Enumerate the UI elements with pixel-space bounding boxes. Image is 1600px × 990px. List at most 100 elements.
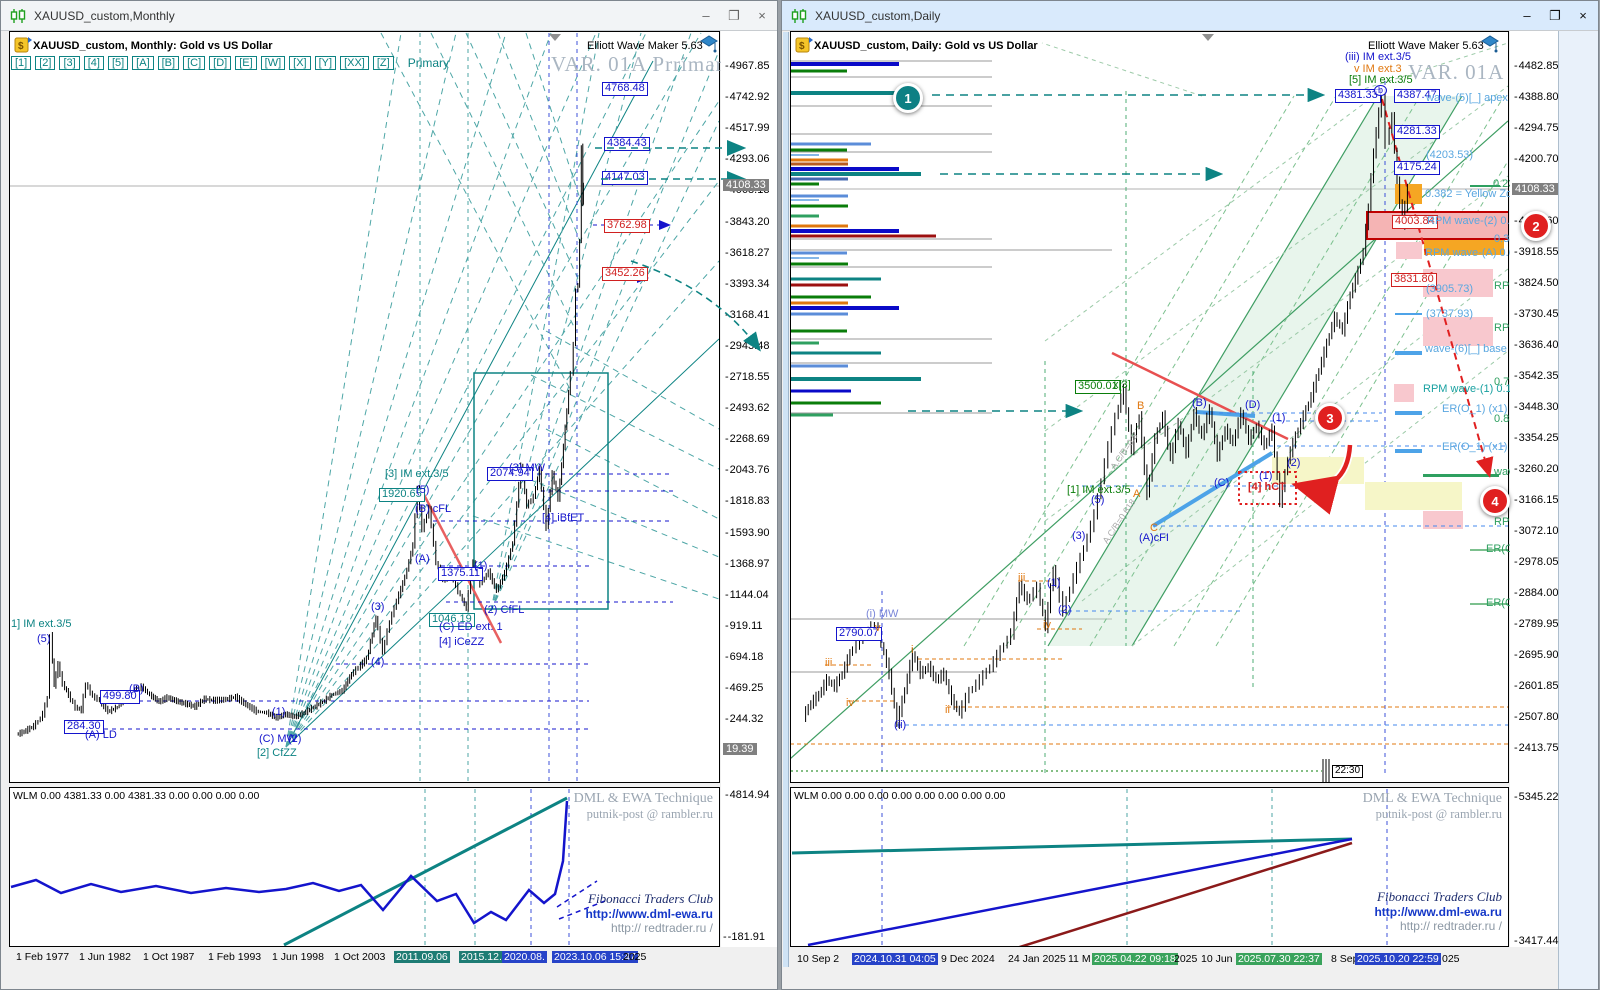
brand-url-redtrader[interactable]: http:// redtrader.ru / <box>610 921 713 935</box>
price-tick: 1818.83 <box>725 495 770 507</box>
price-tick: 2507.80 <box>1514 711 1559 723</box>
date-label: 1 Feb 1977 <box>16 951 70 963</box>
maximize-button[interactable]: ❐ <box>1549 7 1561 23</box>
price-tick: 4200.70 <box>1514 153 1559 165</box>
current-price-badge: 4108.33 <box>723 179 769 191</box>
wave-button-1[interactable]: [1] <box>11 56 32 70</box>
monthly-chart-plot[interactable] <box>9 31 720 783</box>
date-label: 1 Oct 1987 <box>143 951 195 963</box>
price-tick: 3166.15 <box>1514 494 1559 506</box>
date-label: 2011.09.06 <box>394 951 450 963</box>
branding-block: DML & EWA Technique putnik-post @ ramble… <box>1363 791 1502 822</box>
price-tick: 2789.95 <box>1514 618 1559 630</box>
date-label: 2024.10.31 04:05 <box>852 953 938 965</box>
indicator-scale-top: 4814.94 <box>725 789 770 801</box>
brand-email: putnik-post @ rambler.ru <box>586 807 713 821</box>
date-label: 9 Dec 2024 <box>941 953 995 965</box>
indicator-scale-top: 5345.22 <box>1514 791 1559 803</box>
price-tick: 3618.27 <box>725 247 770 259</box>
date-label: 2023.10.06 15:47 <box>552 951 638 963</box>
chart-symbol-header: XAUUSD_custom, Monthly: Gold vs US Dolla… <box>33 40 273 52</box>
price-tick: 3168.41 <box>725 309 770 321</box>
wave-button-a[interactable]: [A] <box>132 56 154 70</box>
date-label: 1 Jun 1998 <box>272 951 324 963</box>
price-tick: 3072.10 <box>1514 525 1559 537</box>
indicator-header: WLM 0.00 0.00 0.00 0.00 0.00 0.00 0.00 0… <box>794 790 1006 802</box>
price-tick: 2884.00 <box>1514 587 1559 599</box>
price-tick: 3542.35 <box>1514 370 1559 382</box>
numbered-marker-3: 3 <box>1315 403 1345 433</box>
branding-block: DML & EWA Technique putnik-post @ ramble… <box>574 791 713 822</box>
brand-url-dml[interactable]: http://www.dml-ewa.ru <box>585 907 713 921</box>
window-title: XAUUSD_custom,Daily <box>815 8 941 23</box>
price-tick: 3918.55 <box>1514 246 1559 258</box>
date-label: 24 Jan 2025 <box>1008 953 1066 965</box>
wave-button-x[interactable]: [X] <box>289 56 311 70</box>
titlebar-monthly[interactable]: XAUUSD_custom,Monthly – ❐ × <box>1 1 777 31</box>
indicator-scale-bottom: 3417.44 <box>1514 935 1559 947</box>
wave-button-3[interactable]: [3] <box>59 56 80 70</box>
brand-url-redtrader[interactable]: http:// redtrader.ru / <box>1399 919 1502 933</box>
daily-chart-plot[interactable] <box>790 31 1509 783</box>
window-monthly[interactable]: XAUUSD_custom,Monthly – ❐ × 4967.85 4742.… <box>0 0 778 990</box>
wave-button-e[interactable]: [E] <box>235 56 257 70</box>
price-tick: 2493.62 <box>725 402 770 414</box>
date-label: 10 Sep 2 <box>797 953 840 965</box>
ewm-version-label: Elliott Wave Maker 5.63 <box>1368 40 1484 52</box>
wave-button-b[interactable]: [B] <box>157 56 180 70</box>
price-tick: 3354.25 <box>1514 432 1559 444</box>
window-daily[interactable]: XAUUSD_custom,Daily – ❐ × 4482.85 4388.80… <box>781 0 1599 990</box>
brand-club: Fibonacci Traders Club <box>588 891 713 906</box>
wave-button-5[interactable]: [5] <box>107 56 129 70</box>
scale-bottom-badge: 19.39 <box>723 743 757 755</box>
price-tick: 3730.45 <box>1514 308 1559 320</box>
time-axis[interactable]: 1 Feb 1977 1 Jun 1982 1 Oct 1987 1 Feb 1993… <box>9 951 771 967</box>
wave-button-toolbar: [1] [2] [3] [4] [5] [A] [B] [C] [D] [E] [W] [X] [Y][… <box>11 56 449 70</box>
price-tick: 2043.76 <box>725 464 770 476</box>
minimize-button[interactable]: – <box>1523 7 1531 23</box>
price-tick: 3448.30 <box>1514 401 1559 413</box>
price-tick: 2601.85 <box>1514 680 1559 692</box>
wave-button-z[interactable]: [Z] <box>372 56 394 70</box>
wave-button-c[interactable]: [C] <box>183 56 206 70</box>
date-label: 2025 <box>623 951 647 963</box>
wave-button-d[interactable]: [D] <box>209 56 232 70</box>
price-tick: 2718.55 <box>725 371 770 383</box>
price-tick: 244.32 <box>725 713 764 725</box>
close-button[interactable]: × <box>758 7 766 23</box>
price-scale[interactable]: 4967.854742.924517.994293.064068.133843.… <box>721 31 777 947</box>
date-label: 025 <box>1442 953 1460 965</box>
branding-links: Fibonacci Traders Club http://www.dml-ew… <box>585 891 713 935</box>
price-tick: 1144.04 <box>725 589 769 601</box>
price-tick: 3636.40 <box>1514 339 1559 351</box>
date-label: 2020.08. <box>502 951 547 963</box>
titlebar-daily[interactable]: XAUUSD_custom,Daily – ❐ × <box>782 1 1598 31</box>
maximize-button[interactable]: ❐ <box>728 7 740 23</box>
price-tick: 2943.48 <box>725 340 770 352</box>
numbered-marker-4: 4 <box>1480 486 1510 516</box>
brand-url-dml[interactable]: http://www.dml-ewa.ru <box>1374 905 1502 919</box>
price-tick: 3824.50 <box>1514 277 1559 289</box>
wave-button-w[interactable]: [W] <box>260 56 286 70</box>
price-tick: 4482.85 <box>1514 60 1559 72</box>
price-scale[interactable]: 4482.854388.804294.754200.704106.654012.… <box>1510 31 1558 947</box>
wave-button-xx[interactable]: [XX] <box>340 56 369 70</box>
ewm-version-label: Elliott Wave Maker 5.63 <box>587 40 703 52</box>
date-label: 2025.10.20 22:59 <box>1355 953 1441 965</box>
candlestick-icon <box>791 8 807 23</box>
wave-button-y[interactable]: [Y] <box>314 56 337 70</box>
minimize-button[interactable]: – <box>702 7 710 23</box>
price-tick: 4517.99 <box>725 122 770 134</box>
price-tick: 2413.75 <box>1514 742 1559 754</box>
price-tick: 2268.69 <box>725 433 770 445</box>
wave-button-4[interactable]: [4] <box>83 56 104 70</box>
close-button[interactable]: × <box>1579 7 1587 23</box>
date-label: 2025.04.22 09:18 <box>1092 953 1178 965</box>
time-axis[interactable]: 10 Sep 2 2024.10.31 04:05 9 Dec 2024 24 Jan… <box>790 953 1550 969</box>
price-tick: 1368.97 <box>725 558 770 570</box>
wave-button-2[interactable]: [2] <box>35 56 56 70</box>
window-side-panel <box>1558 31 1598 989</box>
brand-technique: DML & EWA Technique <box>1362 791 1502 806</box>
price-tick: 919.11 <box>725 620 763 632</box>
wave-degree-label[interactable]: Primary <box>407 56 450 70</box>
